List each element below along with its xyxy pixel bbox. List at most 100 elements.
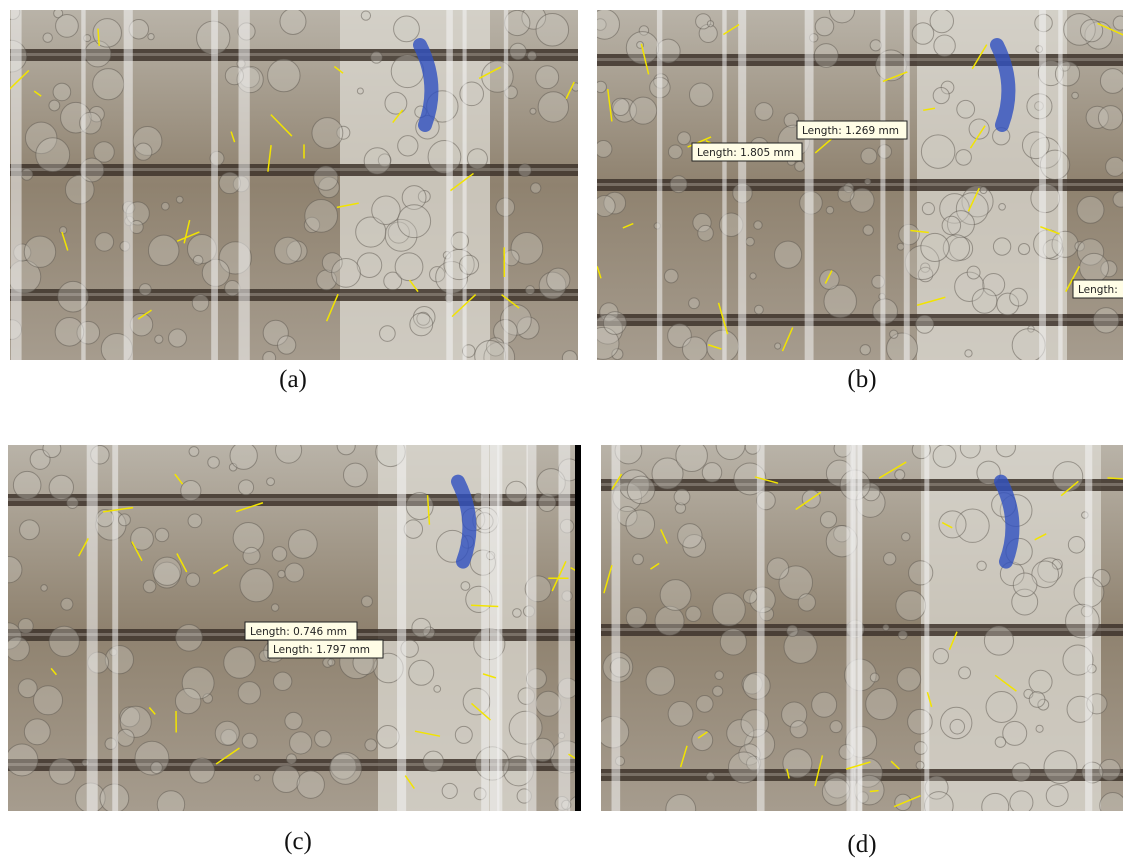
bubble bbox=[43, 33, 52, 42]
bubble bbox=[627, 476, 654, 503]
bubble bbox=[285, 712, 302, 729]
bubble bbox=[870, 40, 881, 51]
bubble bbox=[305, 199, 338, 232]
bubble bbox=[898, 631, 907, 640]
bubble bbox=[423, 751, 443, 771]
bubble bbox=[536, 691, 561, 716]
panel-label: (d) bbox=[822, 831, 902, 859]
bubble bbox=[866, 688, 897, 719]
bubble bbox=[754, 221, 762, 229]
bubble bbox=[754, 305, 763, 314]
panel-label: (a) bbox=[253, 366, 333, 394]
bubble bbox=[328, 659, 335, 666]
bubble bbox=[1080, 253, 1109, 282]
tooltip-text: Length: bbox=[1078, 284, 1118, 296]
ring-glint bbox=[10, 293, 578, 296]
bubble bbox=[861, 148, 877, 164]
photo: Length: 1.269 mmLength: 1.805 mmLength: bbox=[597, 10, 1123, 360]
light-streak bbox=[526, 445, 536, 811]
bubble bbox=[689, 83, 712, 106]
bubble bbox=[240, 569, 273, 602]
bubble bbox=[377, 725, 400, 748]
tooltip-text: Length: 1.269 mm bbox=[802, 125, 899, 137]
bubble bbox=[689, 298, 700, 309]
bubble bbox=[902, 533, 910, 541]
bubble bbox=[1010, 288, 1028, 306]
bubble bbox=[1029, 670, 1052, 693]
bubble bbox=[428, 141, 461, 174]
bubble bbox=[984, 626, 1013, 655]
measure-line bbox=[870, 791, 879, 792]
bubble bbox=[238, 480, 253, 495]
light-streak bbox=[846, 445, 852, 811]
light-streak bbox=[124, 10, 133, 360]
bubble bbox=[330, 752, 362, 784]
bubble bbox=[362, 596, 373, 607]
bubble bbox=[921, 233, 949, 261]
photo bbox=[10, 10, 578, 360]
bubble bbox=[883, 625, 889, 631]
bubble bbox=[365, 739, 377, 751]
bubble bbox=[151, 762, 163, 774]
bubble bbox=[767, 558, 788, 579]
bubble bbox=[972, 289, 997, 314]
bubble bbox=[530, 108, 536, 114]
bubble bbox=[720, 629, 746, 655]
bubble bbox=[297, 771, 324, 798]
bubble bbox=[442, 783, 457, 798]
bubble bbox=[863, 225, 873, 235]
photo-panel: Length: 1.269 mmLength: 1.805 mmLength: bbox=[597, 10, 1123, 360]
bubble bbox=[655, 606, 684, 635]
bubble bbox=[930, 10, 953, 33]
bubble bbox=[8, 637, 29, 661]
light-streak bbox=[722, 10, 726, 360]
bubble bbox=[1077, 196, 1104, 223]
light-streak bbox=[612, 445, 621, 811]
bubble bbox=[215, 721, 239, 745]
bubble bbox=[143, 580, 156, 593]
light-streak bbox=[87, 445, 98, 811]
bubble bbox=[706, 772, 714, 780]
bubble bbox=[715, 671, 723, 679]
bubble bbox=[713, 686, 723, 696]
bubble bbox=[135, 143, 152, 160]
bubble bbox=[193, 255, 203, 265]
bubble bbox=[630, 97, 657, 124]
bubble bbox=[13, 471, 41, 499]
bubble bbox=[934, 35, 955, 56]
light-streak bbox=[904, 10, 910, 360]
bubble bbox=[860, 345, 870, 355]
bubble bbox=[371, 52, 383, 64]
photo: Length: 0.746 mmLength: 1.797 mm bbox=[8, 445, 581, 811]
bubble bbox=[999, 203, 1006, 210]
bubble bbox=[41, 585, 47, 591]
bubble bbox=[603, 312, 626, 335]
bubble bbox=[1046, 785, 1068, 807]
bubble bbox=[268, 59, 300, 91]
bubble bbox=[702, 463, 721, 482]
bubble bbox=[713, 593, 746, 626]
bubble bbox=[950, 719, 965, 734]
bubble bbox=[24, 719, 50, 745]
bubble bbox=[965, 350, 972, 357]
bubble bbox=[787, 625, 798, 636]
bubble bbox=[1010, 791, 1033, 811]
light-streak bbox=[880, 10, 885, 360]
bubble bbox=[312, 118, 343, 149]
bubble bbox=[698, 225, 714, 241]
bubble bbox=[1029, 692, 1045, 708]
bubble bbox=[890, 330, 898, 338]
bubble bbox=[895, 470, 905, 480]
bubble bbox=[795, 161, 805, 171]
bubble bbox=[404, 520, 422, 538]
bubble bbox=[743, 590, 757, 604]
light-streak bbox=[558, 445, 570, 811]
bubble bbox=[1113, 16, 1123, 30]
bubble bbox=[1013, 573, 1037, 597]
bubble bbox=[267, 478, 275, 486]
bubble bbox=[826, 206, 833, 213]
light-streak bbox=[738, 10, 746, 360]
light-streak bbox=[504, 10, 508, 360]
photo-panel bbox=[601, 445, 1123, 811]
bubble bbox=[24, 236, 55, 267]
